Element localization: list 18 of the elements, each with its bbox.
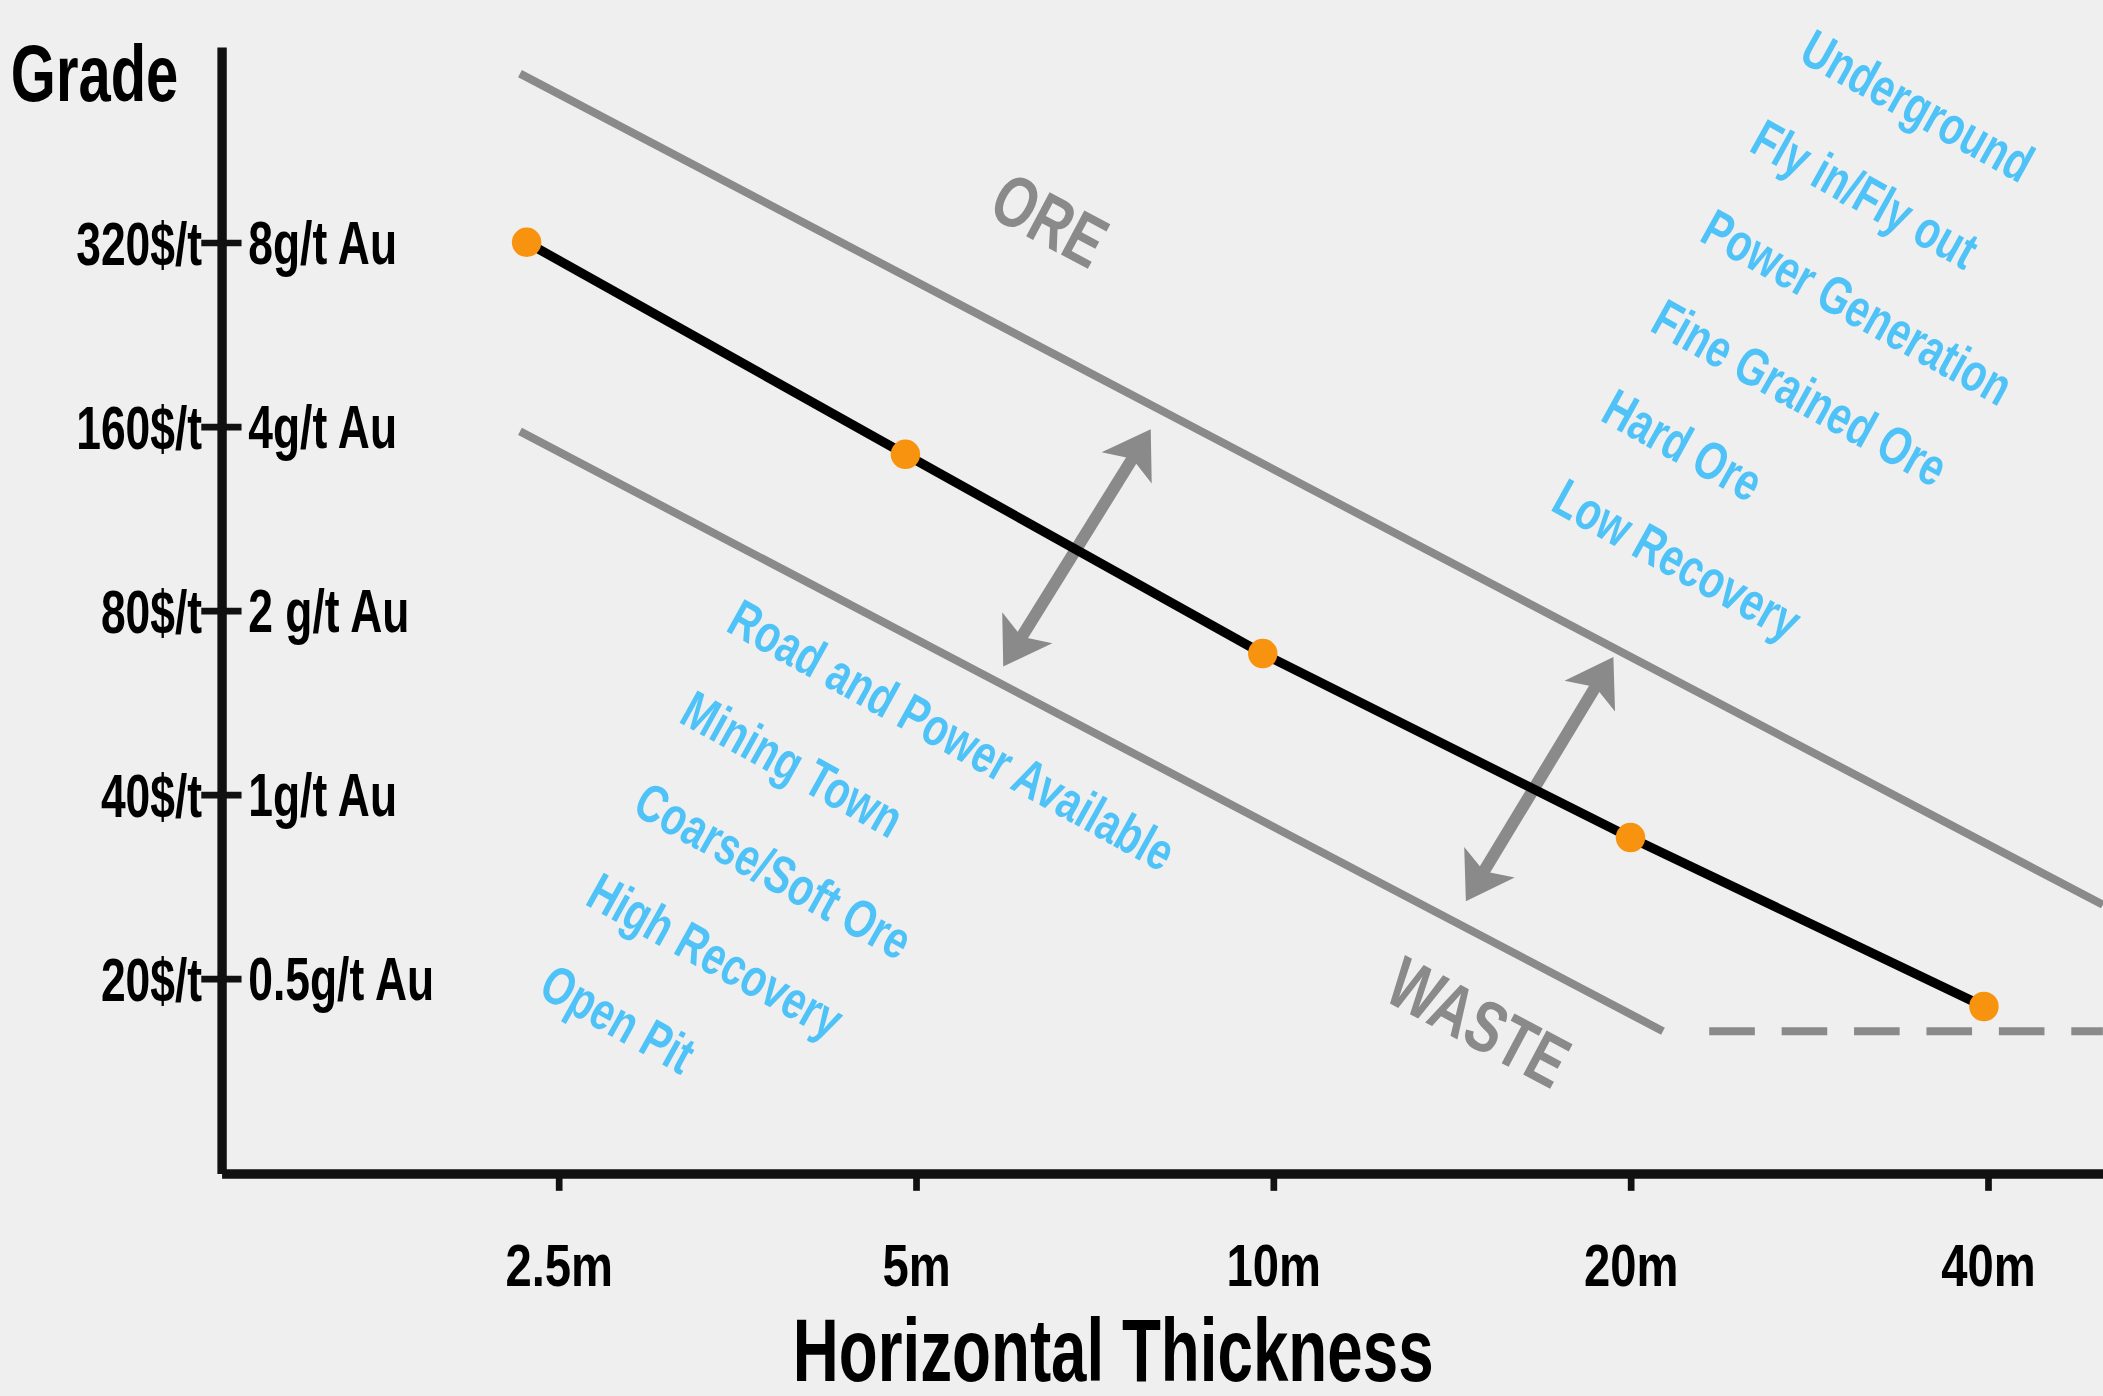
annotation: 1g/t Au	[248, 759, 398, 829]
annotation: ORE	[978, 156, 1121, 284]
x-axis-title: Horizontal Thickness	[792, 1300, 1434, 1396]
x-tick-label: 40m	[1941, 1233, 2036, 1299]
x-tick-label: 10m	[1226, 1233, 1322, 1299]
annotation: 2 g/t Au	[248, 575, 410, 645]
y-tick-label: 80$/t	[100, 576, 203, 646]
y-tick-label: 20$/t	[100, 944, 203, 1014]
y-axis-title: Grade	[10, 28, 179, 118]
annotation: 8g/t Au	[248, 207, 398, 277]
x-tick-label: 20m	[1583, 1233, 1679, 1299]
y-tick-label: 320$/t	[76, 208, 203, 278]
x-tick-label: 5m	[882, 1233, 951, 1299]
x-tick-label: 2.5m	[505, 1233, 613, 1299]
annotation: 0.5g/t Au	[248, 943, 435, 1013]
y-tick-label: 160$/t	[76, 392, 203, 462]
annotation: 4g/t Au	[248, 391, 398, 461]
y-tick-label: 40$/t	[100, 760, 203, 830]
